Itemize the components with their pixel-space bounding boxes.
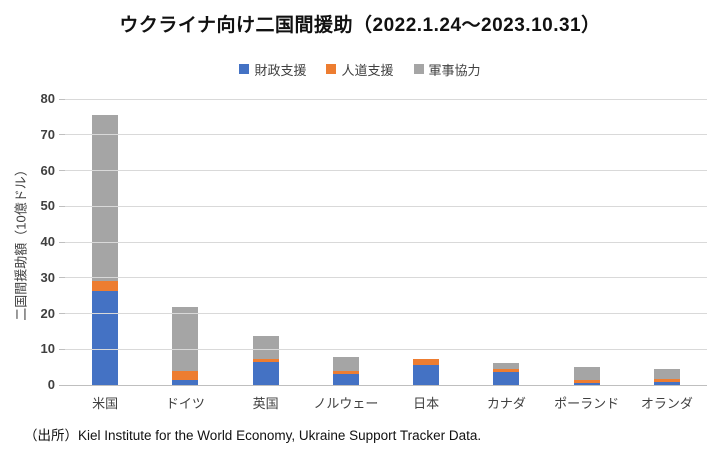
- legend-item-2: 軍事協力: [413, 60, 481, 79]
- y-tick-mark-70: [59, 134, 65, 136]
- bar-series-container: [65, 99, 707, 385]
- x-axis-category-labels: 米国 ドイツ 英国 ノルウェー 日本 カナダ ポーランド オランダ: [65, 393, 707, 412]
- bar-segment-人道支援: [573, 380, 600, 383]
- bar-segment-財政支援: [172, 380, 199, 385]
- stacked-bar-ポーランド: [573, 367, 600, 385]
- stacked-bar-日本: [413, 358, 440, 385]
- y-tick-label-70: 70: [40, 126, 55, 142]
- bar-slot-2: [226, 99, 306, 385]
- plot-area: [59, 98, 707, 386]
- bar-segment-財政支援: [332, 373, 359, 385]
- y-tick-mark-60: [59, 170, 65, 171]
- bar-slot-5: [466, 99, 546, 385]
- bar-segment-人道支援: [493, 368, 520, 373]
- y-tick-mark-80: [59, 98, 65, 100]
- bar-segment-人道支援: [413, 358, 440, 365]
- bar-slot-0: [65, 99, 145, 385]
- gridline-10: [65, 348, 707, 350]
- bar-segment-財政支援: [493, 372, 520, 385]
- bar-slot-4: [386, 99, 466, 385]
- legend-label: 軍事協力: [428, 62, 481, 78]
- x-category-label-0: 米国: [92, 396, 119, 411]
- bar-slot-7: [627, 99, 707, 385]
- legend-label: 財政支援: [254, 62, 307, 78]
- bar-segment-軍事協力: [172, 307, 199, 371]
- bar-segment-軍事協力: [493, 362, 520, 369]
- legend-label: 人道支援: [341, 62, 394, 78]
- y-tick-mark-30: [59, 277, 65, 279]
- y-tick-label-20: 20: [40, 305, 55, 321]
- bar-segment-人道支援: [332, 371, 359, 374]
- legend-swatch-icon: [326, 64, 337, 74]
- legend-swatch-icon: [413, 64, 424, 74]
- bar-segment-人道支援: [252, 358, 279, 362]
- gridline-50: [65, 205, 707, 207]
- bar-segment-財政支援: [573, 382, 600, 385]
- y-tick-label-0: 0: [47, 377, 55, 392]
- y-tick-label-10: 10: [40, 341, 55, 357]
- bar-segment-財政支援: [413, 364, 440, 385]
- gridline-40: [65, 241, 707, 243]
- gridline-60: [65, 170, 707, 171]
- bar-segment-軍事協力: [653, 368, 680, 379]
- x-category-label-1: ドイツ: [165, 396, 205, 411]
- bar-segment-財政支援: [92, 290, 119, 385]
- gridline-30: [65, 277, 707, 279]
- x-category-label-7: オランダ: [640, 396, 693, 411]
- gridline-80: [65, 98, 707, 100]
- bar-segment-軍事協力: [252, 336, 279, 359]
- bar-segment-軍事協力: [92, 115, 119, 281]
- y-tick-mark-0: [59, 384, 65, 386]
- legend-item-1: 人道支援: [326, 60, 394, 79]
- chart-legend: 財政支援 人道支援 軍事協力: [0, 60, 720, 78]
- legend-swatch-icon: [239, 64, 250, 74]
- y-tick-mark-20: [59, 313, 65, 314]
- y-tick-label-60: 60: [40, 162, 55, 178]
- stacked-bar-ノルウェー: [332, 357, 359, 385]
- y-tick-label-50: 50: [40, 198, 55, 214]
- stacked-bar-米国: [92, 115, 119, 385]
- bar-segment-人道支援: [653, 378, 680, 382]
- bar-segment-軍事協力: [573, 367, 600, 380]
- bar-slot-6: [547, 99, 627, 385]
- source-note: （出所）Kiel Institute for the World Economy…: [24, 428, 482, 443]
- stacked-bar-英国: [252, 336, 279, 385]
- bar-segment-人道支援: [172, 370, 199, 381]
- legend-item-0: 財政支援: [239, 60, 306, 79]
- x-axis-line: [65, 384, 707, 386]
- stacked-bar-オランダ: [653, 368, 680, 385]
- stacked-bar-カナダ: [493, 362, 520, 385]
- stacked-bar-ドイツ: [172, 307, 199, 385]
- x-category-label-3: ノルウェー: [313, 396, 379, 411]
- bar-slot-3: [306, 99, 386, 385]
- gridline-70: [65, 134, 707, 136]
- bar-segment-財政支援: [653, 381, 680, 385]
- bar-segment-軍事協力: [332, 357, 359, 372]
- y-tick-label-40: 40: [40, 234, 55, 249]
- x-category-label-6: ポーランド: [554, 396, 620, 411]
- x-category-label-5: カナダ: [486, 396, 526, 411]
- y-tick-label-80: 80: [40, 91, 55, 106]
- y-tick-mark-10: [59, 348, 65, 350]
- x-category-label-2: 英国: [252, 396, 279, 411]
- y-tick-mark-40: [59, 241, 65, 243]
- chart-title: ウクライナ向け二国間援助（2022.1.24～2023.10.31）: [119, 15, 601, 36]
- bar-segment-人道支援: [92, 280, 119, 291]
- gridline-20: [65, 313, 707, 314]
- bar-slot-1: [145, 99, 225, 385]
- y-tick-mark-50: [59, 205, 65, 207]
- bar-segment-財政支援: [252, 361, 279, 385]
- y-tick-label-30: 30: [40, 269, 55, 285]
- x-category-label-4: 日本: [413, 396, 440, 411]
